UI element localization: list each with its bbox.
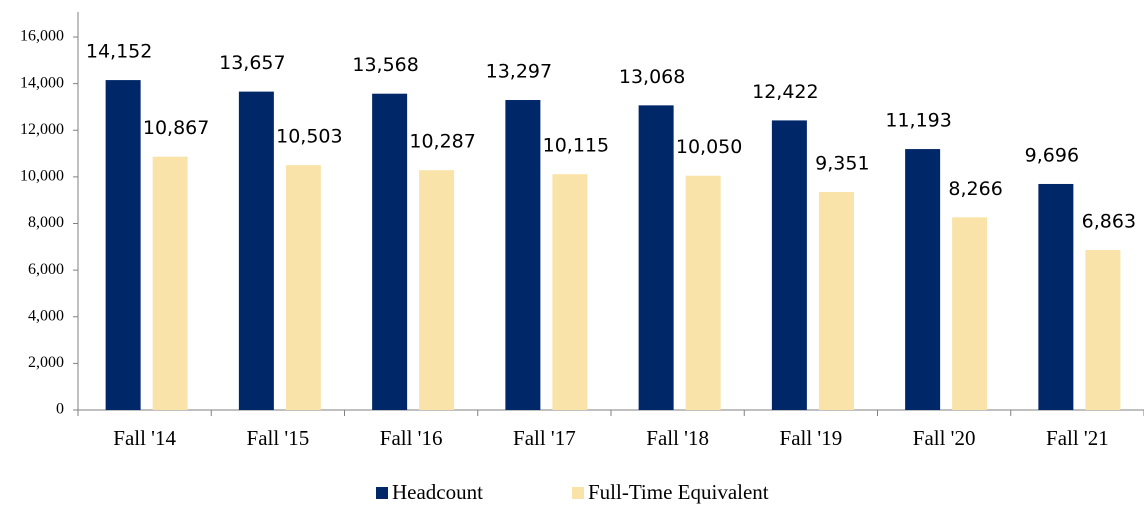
- bar: [285, 165, 321, 410]
- y-tick-label: 2,000: [28, 354, 64, 371]
- bar: [952, 217, 988, 410]
- bar: [1038, 183, 1074, 410]
- y-tick-label: 16,000: [20, 28, 64, 45]
- value-label: 13,297: [486, 61, 552, 83]
- value-label: 10,050: [676, 136, 742, 158]
- bar: [505, 100, 541, 411]
- value-label: 10,287: [409, 131, 475, 153]
- bar: [238, 91, 274, 410]
- bar: [638, 105, 674, 411]
- legend-swatch: [376, 487, 388, 499]
- y-tick-label: 12,000: [20, 121, 64, 138]
- bar: [905, 149, 941, 411]
- y-tick-label: 0: [56, 401, 64, 418]
- bar: [419, 170, 455, 410]
- bar: [818, 192, 854, 410]
- bar: [372, 93, 408, 411]
- value-label: 11,193: [885, 110, 951, 132]
- x-tick-label: Fall '21: [1046, 426, 1109, 450]
- y-tick-label: 4,000: [28, 307, 64, 324]
- value-label: 12,422: [752, 81, 818, 103]
- legend-swatch: [572, 487, 584, 499]
- value-label: 13,568: [352, 54, 418, 76]
- y-tick-label: 10,000: [20, 168, 64, 185]
- bar: [552, 174, 588, 410]
- x-tick-label: Fall '16: [380, 426, 443, 450]
- value-label: 13,657: [219, 52, 285, 74]
- bar: [685, 175, 721, 410]
- x-tick-label: Fall '18: [646, 426, 709, 450]
- bar: [1085, 250, 1121, 410]
- bar: [105, 80, 141, 411]
- value-label: 6,863: [1082, 211, 1136, 233]
- legend-label: Headcount: [392, 480, 483, 504]
- value-label: 9,351: [815, 153, 869, 175]
- x-tick-label: Fall '19: [780, 426, 843, 450]
- bar: [152, 156, 188, 410]
- value-label: 8,266: [948, 178, 1002, 200]
- value-label: 10,867: [143, 117, 209, 139]
- y-tick-label: 6,000: [28, 261, 64, 278]
- value-label: 13,068: [619, 66, 685, 88]
- x-tick-label: Fall '20: [913, 426, 976, 450]
- value-label: 9,696: [1025, 144, 1079, 166]
- y-tick-label: 14,000: [20, 74, 64, 91]
- legend-label: Full-Time Equivalent: [588, 480, 769, 504]
- x-tick-label: Fall '17: [513, 426, 576, 450]
- x-tick-label: Fall '14: [113, 426, 176, 450]
- x-tick-label: Fall '15: [247, 426, 310, 450]
- bar: [771, 120, 807, 411]
- y-tick-label: 8,000: [28, 214, 64, 231]
- value-label: 10,115: [543, 135, 609, 157]
- value-label: 10,503: [276, 126, 342, 148]
- value-label: 14,152: [86, 41, 152, 63]
